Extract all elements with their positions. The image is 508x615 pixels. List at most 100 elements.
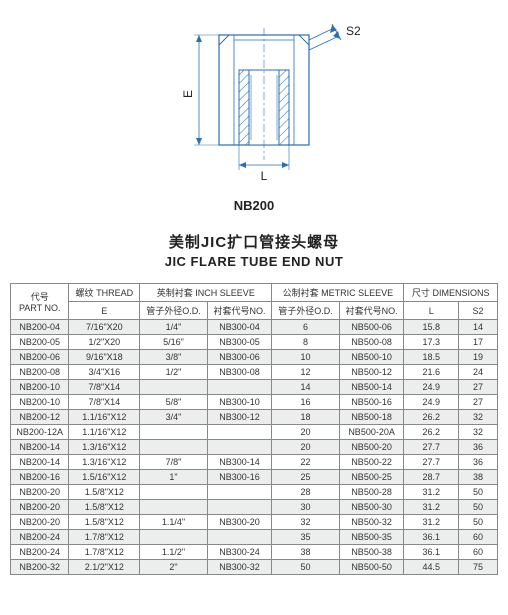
table-cell: 32 (272, 515, 339, 530)
table-cell: NB200-24 (11, 545, 69, 560)
table-cell: 1.3/16"X12 (69, 440, 140, 455)
table-row: NB200-047/16"X201/4"NB300-046NB500-0615.… (11, 320, 498, 335)
table-cell: 1.1/2" (140, 545, 207, 560)
table-row: NB200-12A1.1/16"X1220NB500-20A26.232 (11, 425, 498, 440)
table-cell: 3/4" (140, 410, 207, 425)
table-cell: NB300-08 (207, 365, 272, 380)
table-cell: NB500-28 (339, 485, 404, 500)
table-cell (140, 380, 207, 395)
table-cell: NB300-04 (207, 320, 272, 335)
table-body: NB200-047/16"X201/4"NB300-046NB500-0615.… (11, 320, 498, 575)
table-cell: 3/8" (140, 350, 207, 365)
table-cell: 1.5/16"X12 (69, 470, 140, 485)
table-cell: NB200-08 (11, 365, 69, 380)
table-cell: NB500-38 (339, 545, 404, 560)
table-cell: 14 (272, 380, 339, 395)
table-cell: NB300-24 (207, 545, 272, 560)
table-cell (140, 500, 207, 515)
table-cell: 50 (459, 515, 498, 530)
table-cell: 50 (459, 485, 498, 500)
table-cell: 5/8" (140, 395, 207, 410)
table-cell: 36.1 (404, 545, 459, 560)
table-cell: NB200-20 (11, 485, 69, 500)
table-cell: 1.5/8"X12 (69, 515, 140, 530)
table-cell: 44.5 (404, 560, 459, 575)
table-row: NB200-069/16"X183/8"NB300-0610NB500-1018… (11, 350, 498, 365)
table-cell: 36.1 (404, 530, 459, 545)
table-cell: NB500-08 (339, 335, 404, 350)
table-cell (140, 440, 207, 455)
table-cell: 5/16" (140, 335, 207, 350)
table-cell: 19 (459, 350, 498, 365)
table-cell: 18 (272, 410, 339, 425)
table-cell: 7/8"X14 (69, 395, 140, 410)
table-cell: 16 (272, 395, 339, 410)
col-metric-sleeve: 公制衬套 METRIC SLEEVE (272, 284, 404, 302)
table-row: NB200-083/4"X161/2"NB300-0812NB500-1221.… (11, 365, 498, 380)
col-thread: 螺纹 THREAD (69, 284, 140, 302)
table-cell: 1.5/8"X12 (69, 500, 140, 515)
table-cell: NB500-18 (339, 410, 404, 425)
table-row: NB200-201.5/8"X1230NB500-3031.250 (11, 500, 498, 515)
table-cell: 32 (459, 410, 498, 425)
table-cell: 1.7/8"X12 (69, 545, 140, 560)
table-cell: NB500-20A (339, 425, 404, 440)
table-cell: 38 (272, 545, 339, 560)
col-S2: S2 (459, 302, 498, 320)
table-row: NB200-241.7/8"X1235NB500-3536.160 (11, 530, 498, 545)
col-inch-od: 管子外径O.D. (140, 302, 207, 320)
table-cell: NB300-14 (207, 455, 272, 470)
table-cell: 36 (459, 455, 498, 470)
table-cell: NB200-14 (11, 455, 69, 470)
table-cell: 1.1/4" (140, 515, 207, 530)
table-row: NB200-121.1/16"X123/4"NB300-1218NB500-18… (11, 410, 498, 425)
table-row: NB200-322.1/2"X122"NB300-3250NB500-5044.… (11, 560, 498, 575)
table-cell: 27 (459, 380, 498, 395)
table-cell: 17 (459, 335, 498, 350)
table-cell: NB200-12 (11, 410, 69, 425)
table-row: NB200-241.7/8"X121.1/2"NB300-2438NB500-3… (11, 545, 498, 560)
dim-label-E: E (181, 90, 195, 98)
table-cell: NB200-20 (11, 515, 69, 530)
table-cell: 38 (459, 470, 498, 485)
table-cell: 14 (459, 320, 498, 335)
table-cell: 31.2 (404, 500, 459, 515)
table-cell: NB500-06 (339, 320, 404, 335)
table-row: NB200-141.3/16"X127/8"NB300-1422NB500-22… (11, 455, 498, 470)
table-cell: 10 (272, 350, 339, 365)
col-L: L (404, 302, 459, 320)
table-cell: 31.2 (404, 485, 459, 500)
table-cell: 8 (272, 335, 339, 350)
table-cell: 28 (272, 485, 339, 500)
table-cell: 12 (272, 365, 339, 380)
table-cell: NB200-10 (11, 395, 69, 410)
table-cell: NB200-05 (11, 335, 69, 350)
table-cell: 31.2 (404, 515, 459, 530)
table-cell: NB300-10 (207, 395, 272, 410)
table-cell: NB500-20 (339, 440, 404, 455)
table-cell: 35 (272, 530, 339, 545)
spec-table: 代号 PART NO. 螺纹 THREAD 英制衬套 INCH SLEEVE 公… (10, 283, 498, 575)
table-cell: 1/4" (140, 320, 207, 335)
nut-drawing: E L S2 (134, 10, 374, 190)
table-cell: 50 (272, 560, 339, 575)
table-cell: NB500-50 (339, 560, 404, 575)
table-cell: 27 (459, 395, 498, 410)
table-cell: 22 (272, 455, 339, 470)
table-cell: 24.9 (404, 380, 459, 395)
table-cell: 60 (459, 545, 498, 560)
col-E: E (69, 302, 140, 320)
table-cell: 60 (459, 530, 498, 545)
table-cell: NB200-12A (11, 425, 69, 440)
table-cell: 20 (272, 425, 339, 440)
table-cell: NB200-20 (11, 500, 69, 515)
table-cell: 18.5 (404, 350, 459, 365)
table-cell: 28.7 (404, 470, 459, 485)
table-row: NB200-107/8"X1414NB500-1424.927 (11, 380, 498, 395)
col-inch-no: 衬套代号NO. (207, 302, 272, 320)
table-cell: 15.8 (404, 320, 459, 335)
table-cell: 50 (459, 500, 498, 515)
table-cell: NB500-22 (339, 455, 404, 470)
table-row: NB200-201.5/8"X1228NB500-2831.250 (11, 485, 498, 500)
table-cell: NB300-16 (207, 470, 272, 485)
